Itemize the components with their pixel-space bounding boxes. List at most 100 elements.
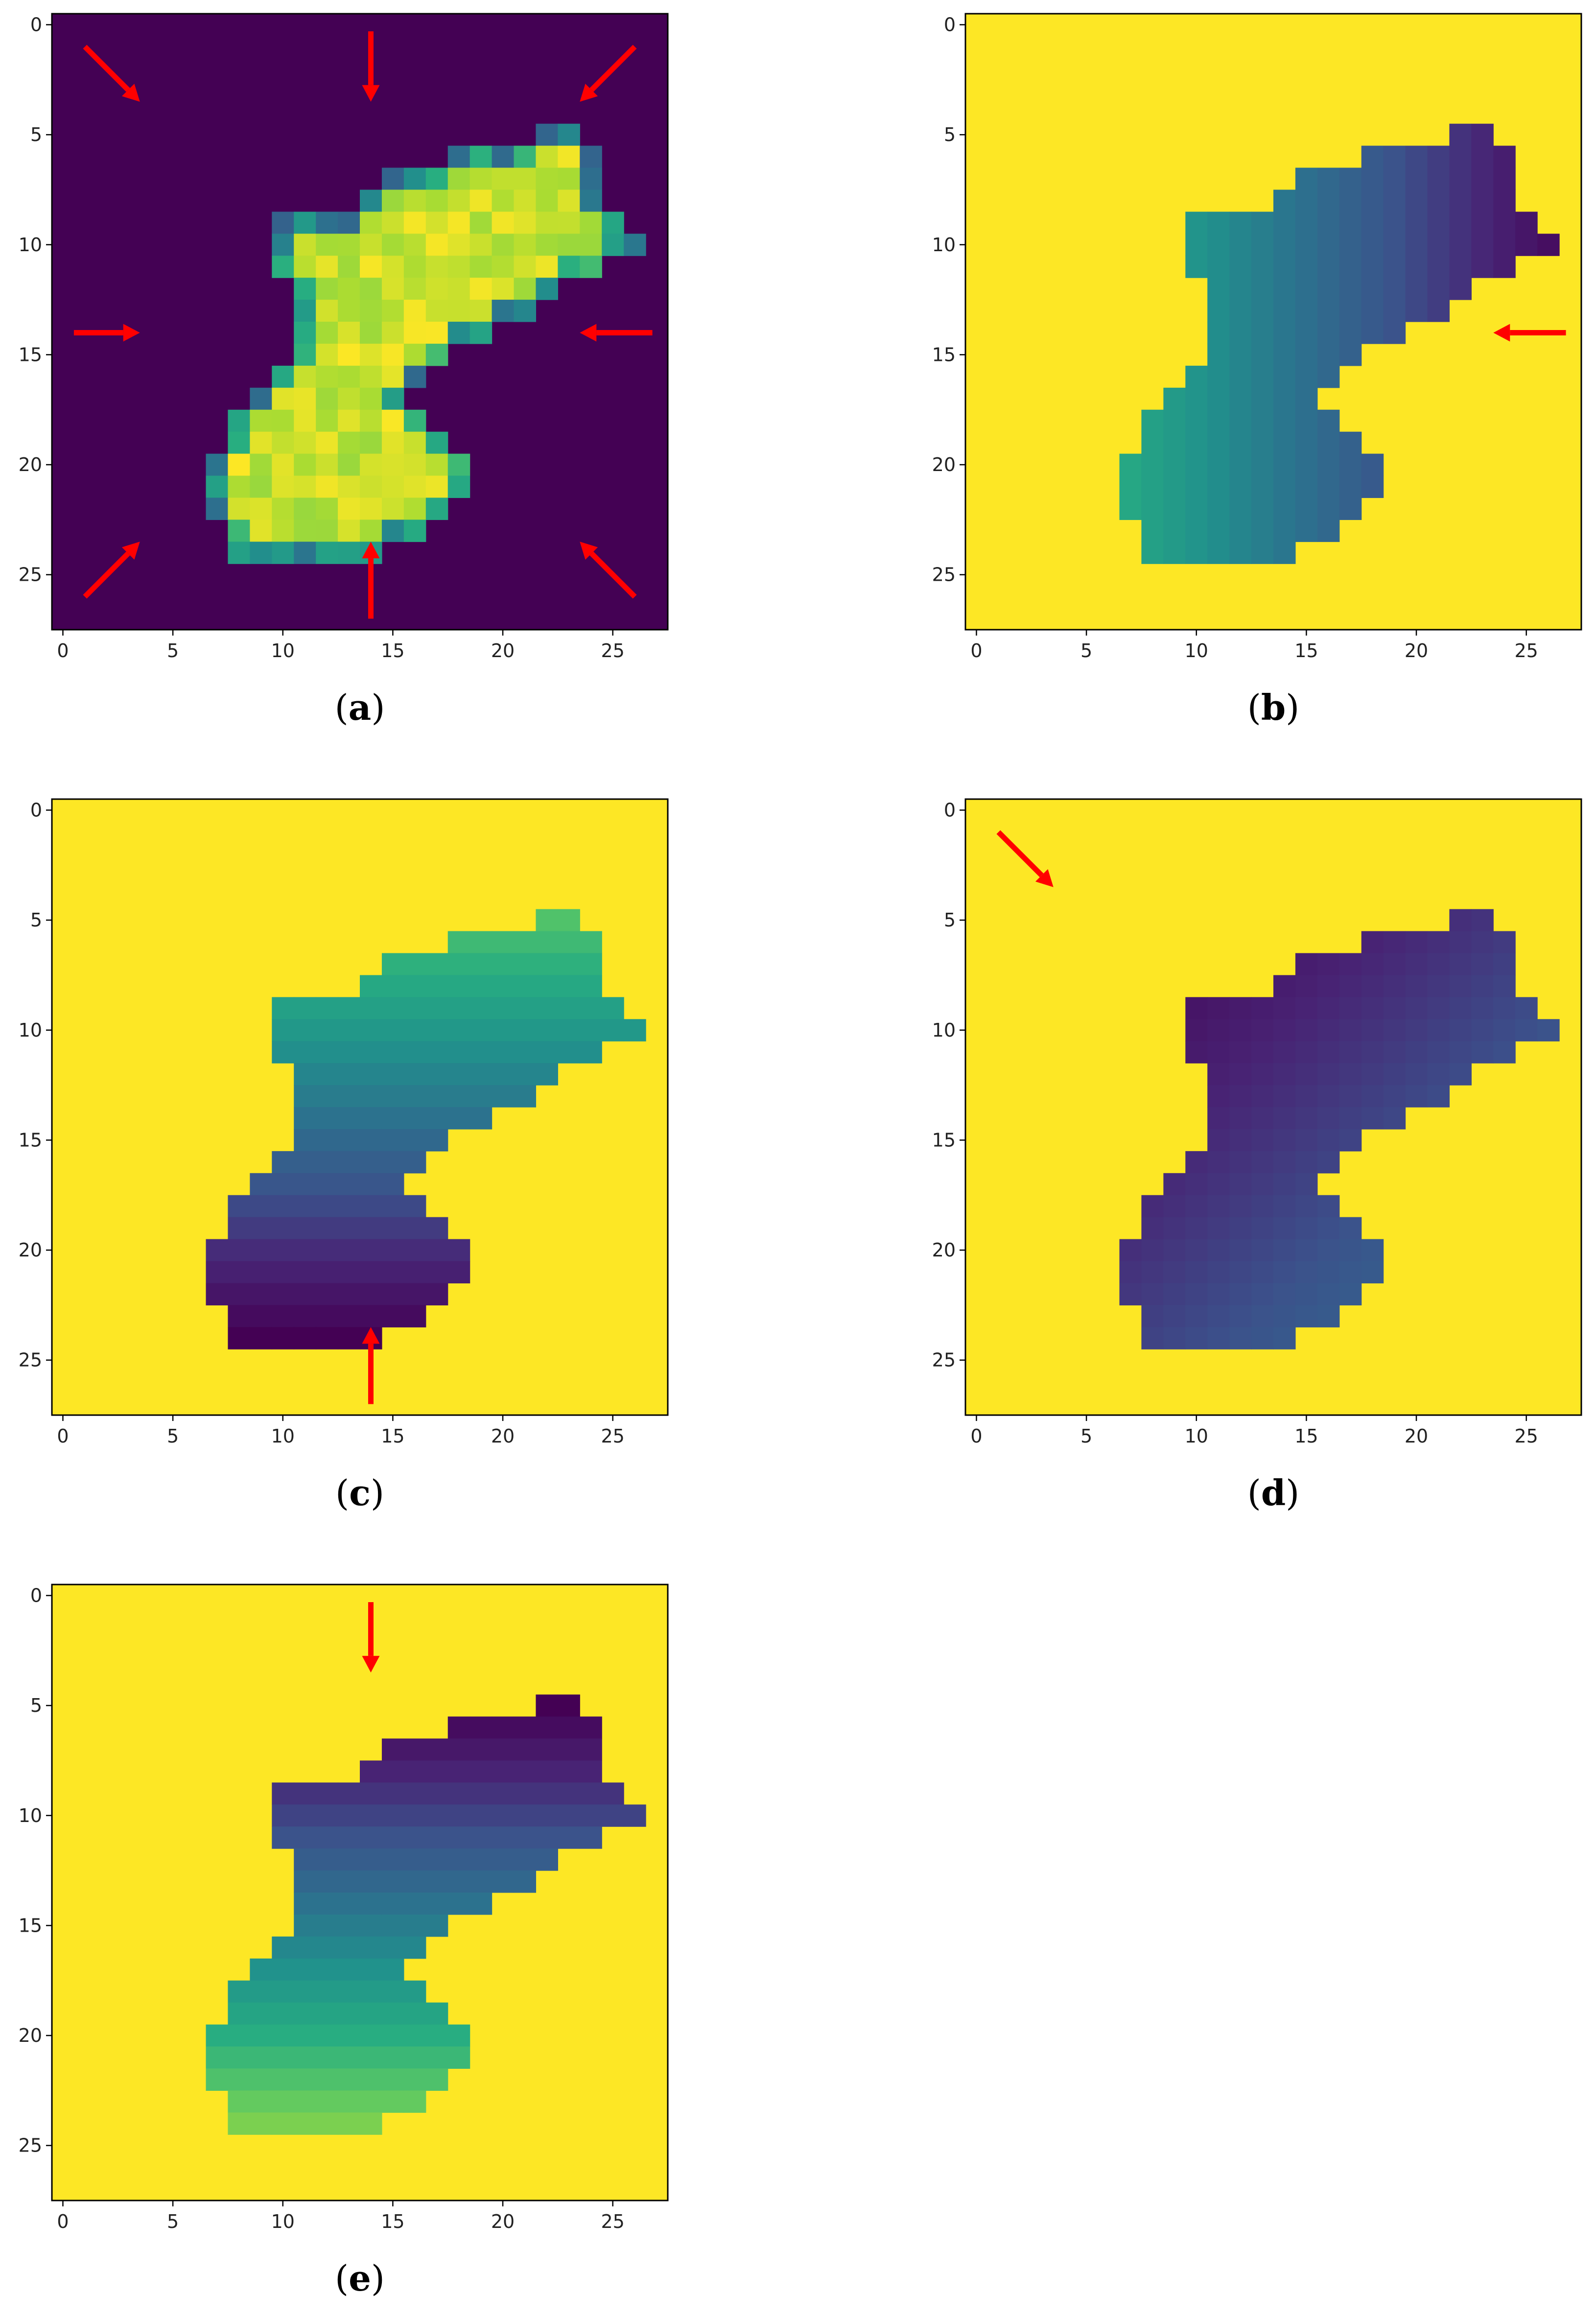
heatmap-cell bbox=[338, 1041, 360, 1064]
heatmap-cell bbox=[381, 1760, 404, 1783]
heatmap-cell bbox=[558, 1716, 580, 1739]
heatmap-cell bbox=[447, 997, 470, 1019]
heatmap-cell bbox=[447, 278, 470, 300]
heatmap-cell bbox=[1339, 997, 1362, 1019]
heatmap-cell bbox=[1295, 1019, 1318, 1041]
heatmap-cell bbox=[294, 1804, 316, 1827]
heatmap-cell bbox=[272, 1151, 294, 1174]
heatmap-cell bbox=[558, 1760, 580, 1783]
heatmap-cell bbox=[580, 1019, 602, 1041]
heatmap-cell bbox=[294, 1217, 316, 1240]
heatmap-cell bbox=[1339, 1217, 1362, 1240]
heatmap-cell bbox=[1185, 234, 1208, 256]
heatmap-cell bbox=[1405, 167, 1428, 190]
heatmap-cell bbox=[1185, 497, 1208, 520]
heatmap-cell bbox=[602, 212, 624, 234]
heatmap-cell bbox=[316, 1063, 338, 1086]
arrow-bottom bbox=[362, 1327, 380, 1404]
heatmap-cell bbox=[624, 234, 646, 256]
heatmap-cell bbox=[1295, 322, 1318, 344]
heatmap-cell bbox=[1361, 1019, 1384, 1041]
heatmap-cell bbox=[1317, 1195, 1340, 1218]
heatmap-cell bbox=[228, 1327, 250, 1349]
heatmap-cell bbox=[580, 145, 602, 168]
heatmap-cell bbox=[1207, 1173, 1230, 1196]
heatmap-cell bbox=[447, 256, 470, 278]
heatmap-cell bbox=[381, 2068, 404, 2091]
heatmap-cell bbox=[1295, 1151, 1318, 1174]
heatmap-cell bbox=[294, 997, 316, 1019]
heatmap-cell bbox=[1317, 212, 1340, 234]
x-tick-label: 15 bbox=[381, 2211, 404, 2232]
heatmap-cell bbox=[1449, 123, 1472, 146]
y-tick-label: 10 bbox=[19, 1805, 42, 1826]
heatmap-cell bbox=[1471, 953, 1494, 976]
heatmap-cell bbox=[469, 167, 493, 190]
heatmap-cell bbox=[403, 2046, 426, 2069]
heatmap-cell bbox=[316, 2090, 338, 2113]
heatmap-cell bbox=[1207, 1041, 1230, 1064]
heatmap-cell bbox=[1251, 1217, 1274, 1240]
heatmap-cell bbox=[1229, 256, 1252, 278]
heatmap-cell bbox=[316, 343, 338, 366]
heatmap-cell bbox=[272, 431, 294, 454]
heatmap-cell bbox=[206, 2068, 229, 2091]
y-tick-label: 10 bbox=[19, 1019, 42, 1041]
heatmap-cell bbox=[381, 2090, 404, 2113]
heatmap-cell bbox=[272, 1019, 294, 1041]
heatmap-cell bbox=[316, 365, 338, 388]
heatmap-cell bbox=[272, 1804, 294, 1827]
heatmap-cell bbox=[316, 2024, 338, 2047]
heatmap-cell bbox=[1273, 1283, 1296, 1305]
heatmap-cell bbox=[1339, 300, 1362, 322]
heatmap-cell bbox=[1361, 953, 1384, 976]
heatmap-cell bbox=[1229, 1019, 1252, 1041]
heatmap-cell bbox=[360, 387, 382, 410]
heatmap-cell bbox=[1251, 322, 1274, 344]
heatmap-cell bbox=[514, 189, 537, 212]
heatmap-cell bbox=[602, 1804, 624, 1827]
heatmap-cell bbox=[514, 278, 537, 300]
heatmap-cell bbox=[272, 1826, 294, 1849]
heatmap-cell bbox=[381, 300, 404, 322]
heatmap-cell bbox=[492, 212, 515, 234]
heatmap-cell bbox=[360, 1980, 382, 2003]
heatmap-cell bbox=[1493, 931, 1516, 954]
y-tick-label: 10 bbox=[19, 234, 42, 256]
heatmap-cell bbox=[447, 1826, 470, 1849]
heatmap-cell bbox=[1163, 475, 1186, 498]
heatmap-cell bbox=[1229, 1327, 1252, 1349]
heatmap-cell bbox=[381, 475, 404, 498]
heatmap-cell bbox=[602, 1782, 624, 1805]
heatmap-cell bbox=[250, 1261, 272, 1284]
heatmap-cell bbox=[1207, 1283, 1230, 1305]
heatmap-cell bbox=[316, 2068, 338, 2091]
y-tick-label: 20 bbox=[19, 454, 42, 475]
axes-frame bbox=[964, 798, 1582, 1416]
heatmap-cell bbox=[316, 1041, 338, 1064]
heatmap-cell bbox=[1229, 212, 1252, 234]
heatmap-cell bbox=[316, 475, 338, 498]
heatmap-panel-d: 0 5 10 15 20 25 0 5 10 15 20 25 (d) bbox=[932, 798, 1582, 1514]
heatmap-cell bbox=[558, 975, 580, 997]
heatmap-cell bbox=[1119, 475, 1142, 498]
heatmap-cell bbox=[1427, 975, 1450, 997]
heatmap-cell bbox=[316, 387, 338, 410]
y-tick-label: 0 bbox=[944, 799, 956, 821]
heatmap-cell bbox=[250, 1327, 272, 1349]
heatmap-cell bbox=[1163, 1239, 1186, 1262]
heatmap-cell bbox=[536, 931, 558, 954]
heatmap-cell bbox=[403, 300, 426, 322]
heatmap-cell bbox=[250, 475, 272, 498]
heatmap-cell bbox=[558, 145, 580, 168]
heatmap-cell bbox=[316, 1283, 338, 1305]
heatmap-cell bbox=[1317, 997, 1340, 1019]
axes-frame bbox=[51, 798, 669, 1416]
heatmap-cell bbox=[602, 1019, 624, 1041]
heatmap-cell bbox=[425, 1826, 448, 1849]
heatmap-cell bbox=[403, 997, 426, 1019]
heatmap-cell bbox=[1317, 1261, 1340, 1284]
heatmap-cell bbox=[206, 453, 229, 476]
heatmap-cell bbox=[316, 1173, 338, 1196]
heatmap-cell bbox=[294, 1019, 316, 1041]
